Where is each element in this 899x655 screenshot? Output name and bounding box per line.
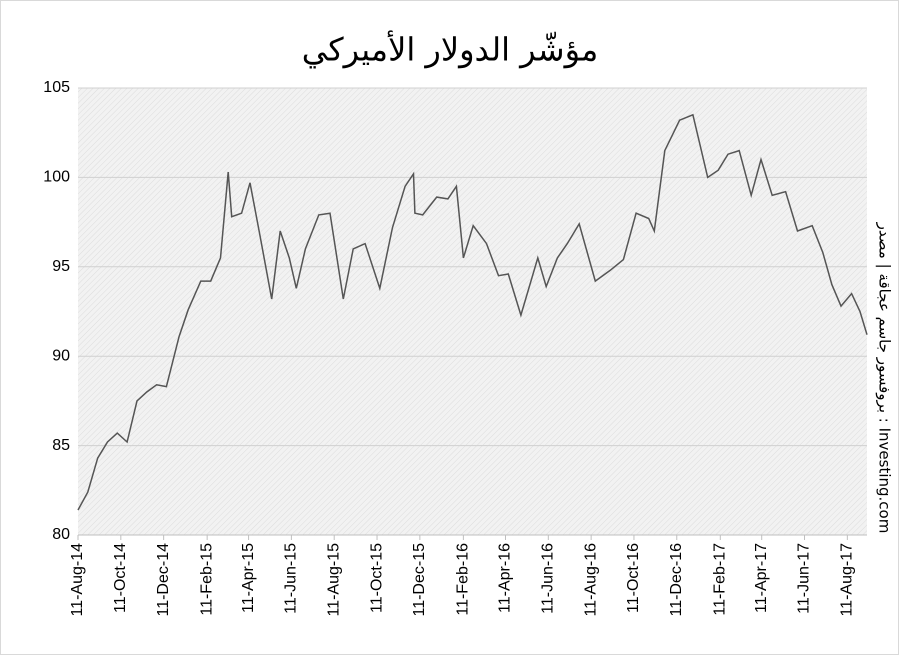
x-tick-label: 11-Aug-17	[839, 543, 856, 617]
source-note: بروفسور جاسم عجاقة | مصدر : Investing.co…	[876, 222, 894, 534]
x-tick-label: 11-Apr-16	[497, 543, 514, 613]
chart-title: مؤشّر الدولار الأميركي	[302, 30, 599, 69]
x-tick-label: 11-Jun-17	[796, 543, 813, 614]
y-tick-label: 95	[52, 258, 70, 275]
x-tick-label: 11-Jun-16	[540, 543, 557, 614]
plot-area	[78, 88, 867, 535]
x-tick-label: 11-Aug-15	[325, 543, 342, 617]
y-tick-label: 105	[43, 79, 70, 96]
x-tick-label: 11-Dec-16	[668, 543, 685, 617]
y-tick-label: 90	[52, 347, 70, 364]
y-tick-label: 80	[52, 526, 70, 543]
x-tick-label: 11-Feb-15	[198, 543, 215, 616]
data-line	[77, 113, 868, 511]
x-tick-label: 11-Oct-14	[112, 543, 129, 613]
x-tick-label: 11-Oct-15	[368, 543, 385, 613]
x-tick-label: 11-Feb-17	[712, 543, 729, 616]
x-tick-label: 11-Dec-14	[155, 543, 172, 617]
x-tick-label: 11-Feb-16	[455, 543, 472, 616]
x-tick-label: 11-Aug-14	[69, 543, 86, 617]
x-tick-label: 11-Jun-15	[283, 543, 300, 614]
x-tick-label: 11-Aug-16	[582, 543, 599, 617]
x-tick-label: 11-Oct-16	[625, 543, 642, 613]
x-tick-label: 11-Apr-15	[240, 543, 257, 613]
x-tick-label: 11-Dec-15	[411, 543, 428, 617]
y-tick-label: 100	[43, 169, 70, 186]
y-tick-label: 85	[52, 437, 70, 454]
x-tick-label: 11-Apr-17	[753, 543, 770, 613]
